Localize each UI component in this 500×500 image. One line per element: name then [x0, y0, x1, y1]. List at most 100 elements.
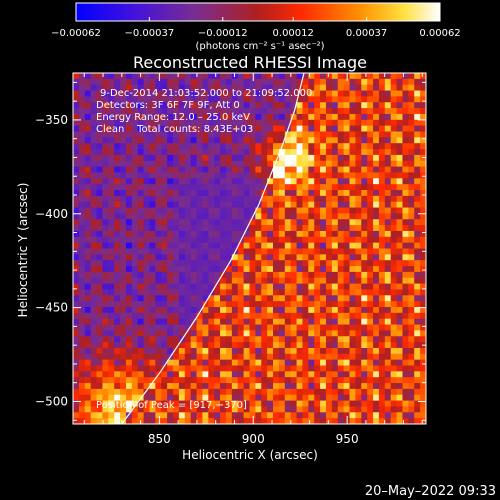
heatmap-cell	[373, 166, 380, 173]
heatmap-cell	[355, 400, 362, 407]
heatmap-cell	[414, 271, 421, 279]
heatmap-cell	[373, 90, 380, 97]
heatmap-cell	[343, 172, 350, 179]
heatmap-cell	[378, 406, 386, 413]
heatmap-cell	[273, 359, 280, 366]
heatmap-cell	[320, 172, 327, 179]
heatmap-cell	[390, 178, 397, 185]
heatmap-cell	[308, 125, 315, 132]
heatmap-cell	[267, 260, 274, 267]
heatmap-cell	[108, 184, 115, 191]
heatmap-cell	[325, 318, 333, 325]
heatmap-cell	[331, 277, 339, 284]
heatmap-cell	[308, 78, 315, 86]
heatmap-cell	[337, 412, 345, 419]
heatmap-cell	[420, 149, 426, 156]
heatmap-cell	[390, 400, 397, 407]
heatmap-cell	[290, 119, 297, 127]
heatmap-cell	[361, 295, 368, 302]
heatmap-cell	[137, 277, 144, 284]
heatmap-cell	[178, 119, 186, 127]
heatmap-cell	[249, 400, 256, 407]
heatmap-cell	[355, 131, 362, 138]
heatmap-cell	[355, 137, 362, 144]
heatmap-cell	[149, 166, 156, 173]
heatmap-cell	[308, 336, 315, 343]
heatmap-cell	[137, 219, 144, 226]
heatmap-cell	[73, 236, 80, 244]
heatmap-cell	[73, 336, 80, 343]
heatmap-cell	[114, 418, 121, 424]
heatmap-cell	[355, 143, 362, 150]
heatmap-cell	[196, 172, 203, 179]
heatmap-cell	[325, 359, 333, 366]
heatmap-cell	[173, 73, 180, 80]
heatmap-cell	[408, 318, 415, 325]
heatmap-cell	[414, 125, 421, 132]
heatmap-cell	[249, 353, 256, 361]
heatmap-cell	[114, 271, 121, 279]
heatmap-cell	[173, 149, 180, 156]
heatmap-cell	[414, 383, 421, 390]
heatmap-cell	[114, 295, 121, 302]
heatmap-cell	[149, 318, 156, 325]
heatmap-cell	[220, 365, 227, 372]
heatmap-cell	[284, 342, 292, 349]
heatmap-cell	[202, 178, 209, 185]
heatmap-cell	[290, 242, 297, 249]
heatmap-cell	[73, 289, 80, 296]
heatmap-cell	[243, 418, 250, 424]
heatmap-cell	[225, 195, 233, 203]
heatmap-cell	[390, 277, 397, 284]
heatmap-cell	[378, 73, 386, 80]
heatmap-cell	[214, 260, 221, 267]
heatmap-cell	[261, 143, 268, 150]
heatmap-cell	[361, 412, 368, 419]
heatmap-cell	[143, 201, 150, 208]
heatmap-cell	[373, 371, 380, 378]
heatmap-cell	[90, 242, 97, 249]
heatmap-cell	[243, 113, 250, 121]
heatmap-cell	[343, 318, 350, 325]
heatmap-cell	[143, 342, 150, 349]
heatmap-cell	[231, 394, 239, 401]
heatmap-cell	[249, 342, 256, 349]
heatmap-cell	[78, 119, 86, 127]
heatmap-cell	[290, 219, 297, 226]
heatmap-cell	[120, 307, 127, 314]
heatmap-cell	[314, 312, 321, 320]
heatmap-cell	[361, 318, 368, 325]
heatmap-cell	[125, 113, 133, 121]
heatmap-cell	[373, 324, 380, 331]
heatmap-cell	[361, 113, 368, 121]
heatmap-cell	[402, 160, 409, 167]
heatmap-cell	[278, 248, 286, 255]
heatmap-cell	[102, 359, 109, 366]
heatmap-cell	[402, 178, 409, 185]
heatmap-cell	[120, 418, 127, 424]
heatmap-cell	[237, 307, 245, 314]
heatmap-cell	[314, 347, 321, 355]
heatmap-cell	[343, 412, 350, 419]
heatmap-cell	[73, 388, 80, 396]
heatmap-cell	[320, 394, 327, 401]
heatmap-cell	[408, 312, 415, 320]
heatmap-cell	[143, 225, 150, 232]
heatmap-cell	[161, 347, 168, 355]
heatmap-cell	[361, 201, 368, 208]
heatmap-cell	[96, 149, 103, 156]
heatmap-cell	[231, 219, 239, 226]
heatmap-cell	[202, 236, 209, 244]
heatmap-cell	[331, 236, 339, 244]
heatmap-cell	[249, 277, 256, 284]
heatmap-cell	[220, 359, 227, 366]
heatmap-cell	[131, 166, 139, 173]
heatmap-cell	[78, 102, 86, 109]
heatmap-cell	[249, 347, 256, 355]
heatmap-cell	[290, 412, 297, 419]
heatmap-cell	[302, 84, 309, 91]
heatmap-cell	[90, 383, 97, 390]
heatmap-cell	[90, 184, 97, 191]
heatmap-cell	[314, 371, 321, 378]
heatmap-cell	[261, 371, 268, 378]
